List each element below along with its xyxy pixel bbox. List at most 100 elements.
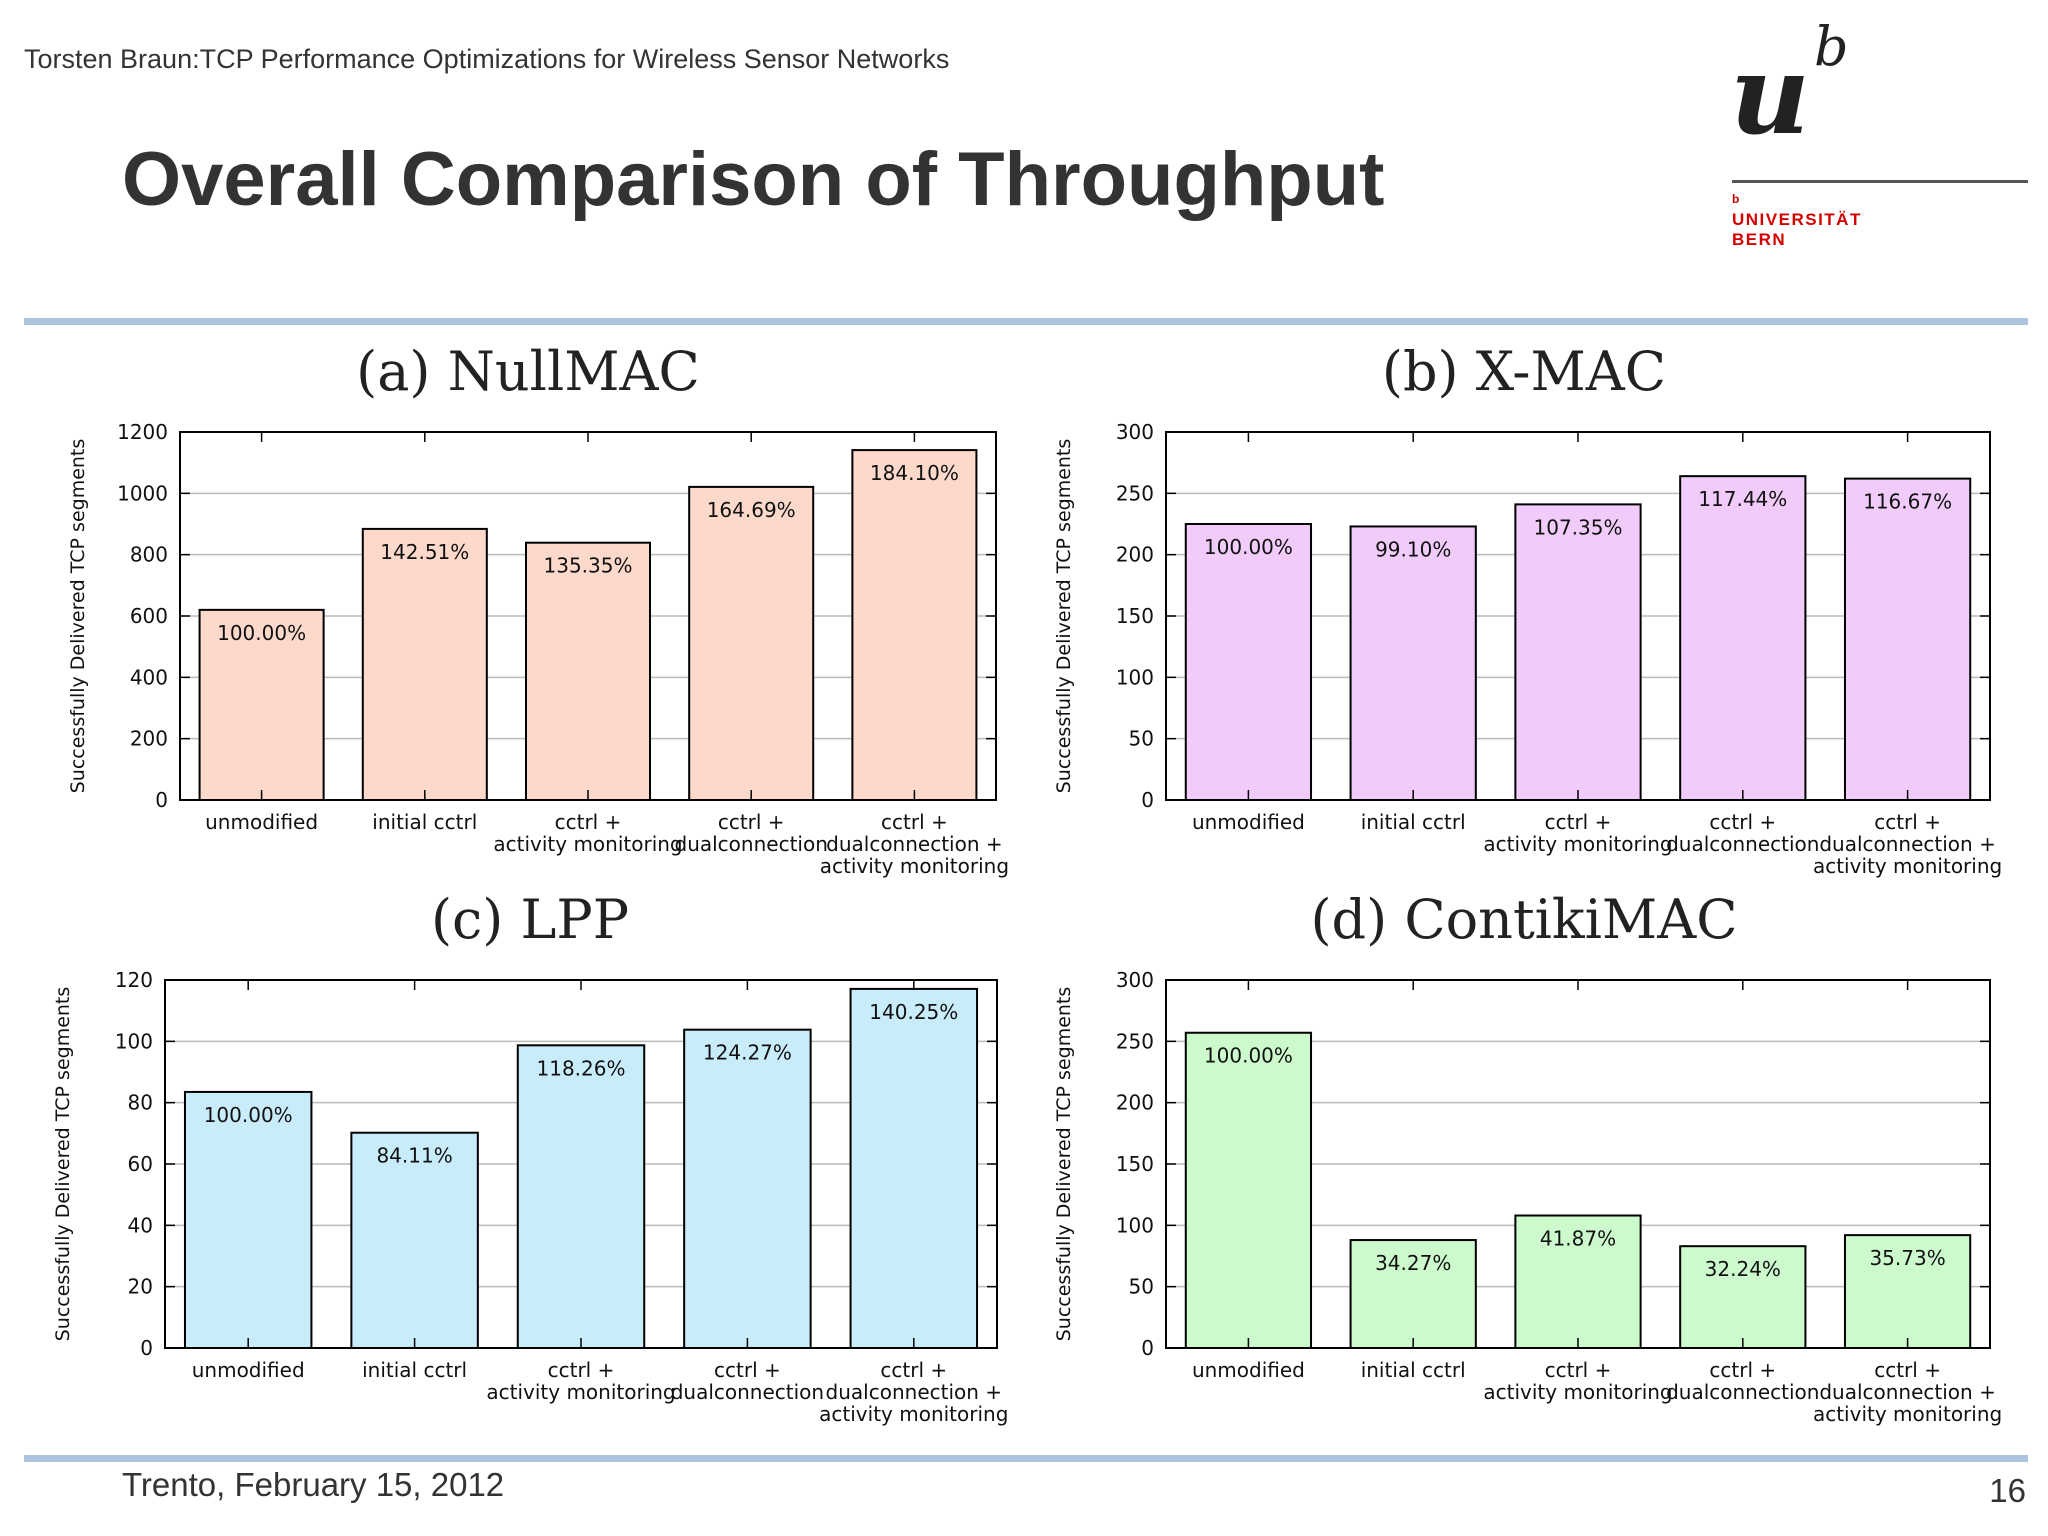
category-label: cctrl + activity monitoring — [493, 810, 682, 856]
bar — [1843, 1234, 1972, 1349]
category-label-line: activity monitoring — [819, 1402, 1008, 1426]
y-tick-label: 1000 — [117, 481, 168, 505]
y-tick-label: 80 — [128, 1091, 153, 1115]
category-label-line: initial cctrl — [1361, 1358, 1466, 1382]
y-tick-label: 200 — [1116, 1091, 1154, 1115]
data-label: 117.44% — [1698, 487, 1787, 511]
category-label: initial cctrl — [362, 1358, 467, 1382]
data-label: 35.73% — [1869, 1246, 1945, 1270]
university-logo: u b b UNIVERSITÄT BERN — [1728, 20, 2028, 260]
bar — [1184, 523, 1313, 801]
data-label: 116.67% — [1863, 490, 1952, 514]
bar — [198, 608, 325, 801]
y-tick-label: 0 — [1141, 1336, 1154, 1360]
category-label-line: activity monitoring — [486, 1380, 675, 1404]
category-label-line: initial cctrl — [372, 810, 477, 834]
y-tick-label: 0 — [155, 788, 168, 812]
data-label: 118.26% — [537, 1056, 626, 1080]
data-label: 140.25% — [869, 1000, 958, 1024]
y-tick-label: 250 — [1116, 1029, 1154, 1053]
category-label: unmodified — [1192, 1358, 1305, 1382]
category-label-line: cctrl + — [555, 810, 622, 834]
y-axis-label: Successfully Delivered TCP segments — [1053, 439, 1075, 794]
page-number: 16 — [1989, 1472, 2026, 1509]
category-label-line: dualconnection + — [826, 1380, 1003, 1404]
bar — [851, 449, 978, 801]
data-label: 99.10% — [1375, 537, 1451, 561]
category-label-line: cctrl + — [1709, 1358, 1776, 1382]
y-tick-label: 150 — [1116, 1152, 1154, 1176]
bar — [683, 1028, 812, 1350]
logo-name-line1: UNIVERSITÄT — [1732, 210, 1862, 229]
data-label: 184.10% — [870, 461, 959, 485]
logo-small-mark: b — [1732, 192, 1740, 206]
category-label-line: cctrl + — [718, 810, 785, 834]
category-label-line: cctrl + — [1874, 810, 1941, 834]
category-label: cctrl + activity monitoring — [1483, 1358, 1672, 1404]
category-label-line: cctrl + — [1545, 810, 1612, 834]
category-label: cctrl + dualconnection + activity monitori… — [820, 810, 1009, 878]
logo-divider — [1732, 180, 2028, 183]
category-label-line: unmodified — [205, 810, 318, 834]
plot-frame — [164, 979, 998, 1349]
category-label: cctrl + activity monitoring — [1483, 810, 1672, 856]
data-label: 135.35% — [544, 554, 633, 578]
chart-title: (c) LPP — [431, 888, 629, 951]
data-label: 100.00% — [217, 621, 306, 645]
slide-title: Overall Comparison of Throughput — [122, 137, 1385, 222]
top-divider — [24, 318, 2028, 325]
bar — [1349, 525, 1477, 801]
category-label-line: activity monitoring — [820, 854, 1009, 878]
bar — [183, 1090, 313, 1350]
category-label-line: initial cctrl — [362, 1358, 467, 1382]
y-tick-label: 50 — [1129, 727, 1154, 751]
data-label: 164.69% — [707, 498, 796, 522]
y-tick-label: 1200 — [117, 420, 168, 444]
category-label-line: cctrl + — [1709, 810, 1776, 834]
category-label-line: activity monitoring — [493, 832, 682, 856]
chart-title: (d) ContikiMAC — [1310, 888, 1737, 951]
logo-wordmark-u: u — [1730, 30, 1810, 159]
data-label: 124.27% — [703, 1041, 792, 1065]
y-axis-label: Successfully Delivered TCP segments — [67, 439, 89, 794]
bottom-divider — [24, 1455, 2028, 1462]
y-tick-label: 100 — [1116, 1213, 1154, 1237]
category-label: unmodified — [192, 1358, 305, 1382]
category-label-line: cctrl + — [1874, 1358, 1941, 1382]
category-label-line: dualconnection — [675, 832, 828, 856]
data-label: 100.00% — [1204, 1044, 1293, 1068]
category-label: cctrl + dualconnection — [671, 1358, 824, 1404]
y-tick-label: 150 — [1116, 604, 1154, 628]
y-tick-label: 200 — [1116, 543, 1154, 567]
bar — [849, 987, 979, 1349]
category-label: cctrl + dualconnection + activity monitori… — [1813, 810, 2002, 878]
category-label-line: dualconnection — [1666, 1380, 1819, 1404]
category-label: initial cctrl — [1361, 810, 1466, 834]
category-label-line: cctrl + — [880, 1358, 947, 1382]
category-label: cctrl + dualconnection — [1666, 810, 1819, 856]
data-label: 34.27% — [1375, 1251, 1451, 1275]
y-tick-label: 0 — [1141, 788, 1154, 812]
y-tick-label: 100 — [1116, 665, 1154, 689]
y-tick-label: 50 — [1129, 1275, 1154, 1299]
y-tick-label: 400 — [130, 665, 168, 689]
category-label: cctrl + dualconnection + activity monitori… — [819, 1358, 1008, 1426]
category-label: cctrl + activity monitoring — [486, 1358, 675, 1404]
category-label: initial cctrl — [1361, 1358, 1466, 1382]
category-label-line: dualconnection + — [1819, 832, 1996, 856]
bar — [1679, 475, 1807, 801]
category-label-line: unmodified — [1192, 1358, 1305, 1382]
y-tick-label: 800 — [130, 543, 168, 567]
category-label-line: cctrl + — [714, 1358, 781, 1382]
data-label: 41.87% — [1540, 1227, 1616, 1251]
category-label: unmodified — [1192, 810, 1305, 834]
logo-wordmark-b: b — [1814, 15, 1849, 78]
category-label-line: activity monitoring — [1813, 854, 2002, 878]
data-label: 84.11% — [376, 1144, 452, 1168]
category-label-line: cctrl + — [548, 1358, 615, 1382]
y-tick-label: 250 — [1116, 481, 1154, 505]
category-label-line: cctrl + — [1545, 1358, 1612, 1382]
